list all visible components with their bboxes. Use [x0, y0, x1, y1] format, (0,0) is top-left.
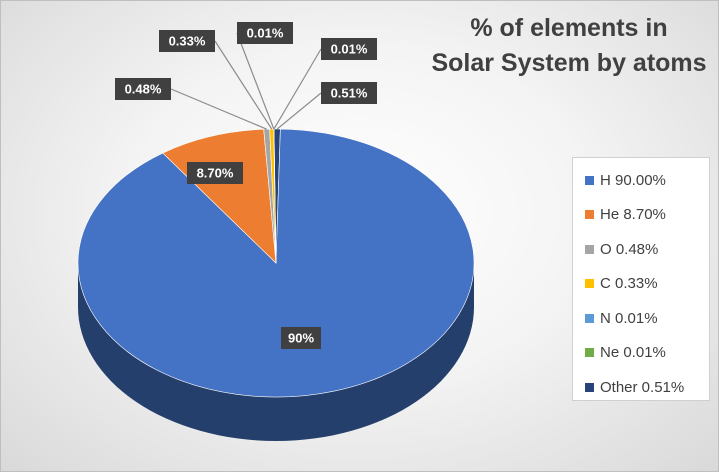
legend-item-other: Other 0.51%: [585, 377, 684, 397]
data-label-he: 8.70%: [197, 166, 234, 181]
legend-swatch: [585, 244, 594, 254]
data-label-box-other: [321, 82, 377, 104]
legend-label: H 90.00%: [600, 171, 666, 189]
leader-line-o: [170, 88, 267, 130]
legend-item-he: He 8.70%: [585, 205, 666, 225]
legend-label: Ne 0.01%: [600, 344, 666, 361]
data-label-box-h: [281, 327, 321, 349]
data-label-c: 0.33%: [169, 34, 206, 49]
data-label-h: 90%: [288, 331, 314, 346]
legend-label: O 0.48%: [600, 240, 659, 258]
data-label-box-c: [159, 30, 215, 52]
chart-title-line-2: Solar System by atoms: [431, 49, 707, 77]
legend-item-n: N 0.01%: [585, 308, 658, 328]
legend-swatch: [585, 279, 594, 288]
legend-swatch: [585, 382, 594, 392]
chart-title-line-1: % of elements in: [470, 14, 668, 42]
chart-title: % of elements in Solar System by atoms: [419, 11, 718, 81]
data-label-box-o: [115, 78, 171, 100]
legend-label: He 8.70%: [600, 206, 666, 223]
legend-item-o: O 0.48%: [585, 239, 658, 259]
data-label-box-n: [237, 22, 293, 44]
pie-top: [77, 128, 475, 398]
pie-side: [78, 263, 474, 441]
legend-swatch: [585, 210, 594, 219]
leader-line-n: [236, 32, 275, 130]
data-label-box-he: [187, 162, 243, 184]
data-label-n: 0.01%: [247, 26, 284, 41]
pie-side-h: [78, 263, 474, 441]
legend-swatch: [585, 313, 594, 323]
legend-swatch: [585, 348, 594, 357]
data-label-other: 0.51%: [331, 86, 368, 101]
legend-label: N 0.01%: [600, 309, 658, 327]
legend: H 90.00% He 8.70% O 0.48% C 0.33% N 0.01% Ne …: [572, 157, 710, 401]
legend-label: C 0.33%: [600, 275, 658, 292]
leader-line-other: [276, 92, 322, 130]
pie-leader-lines: [170, 32, 322, 130]
legend-item-c: C 0.33%: [585, 274, 658, 294]
legend-item-ne: Ne 0.01%: [585, 343, 666, 363]
data-label-ne: 0.01%: [331, 42, 368, 57]
pie-data-labels: 0.51% 90% 8.70% 0.48% 0.33% 0.01% 0.01%: [115, 22, 377, 349]
leader-line-c: [214, 40, 273, 130]
legend-swatch: [585, 175, 594, 185]
leader-line-ne: [273, 48, 322, 130]
legend-label: Other 0.51%: [600, 378, 685, 396]
legend-item-h: H 90.00%: [585, 170, 666, 190]
data-label-o: 0.48%: [125, 82, 162, 97]
data-label-box-ne: [321, 38, 377, 60]
